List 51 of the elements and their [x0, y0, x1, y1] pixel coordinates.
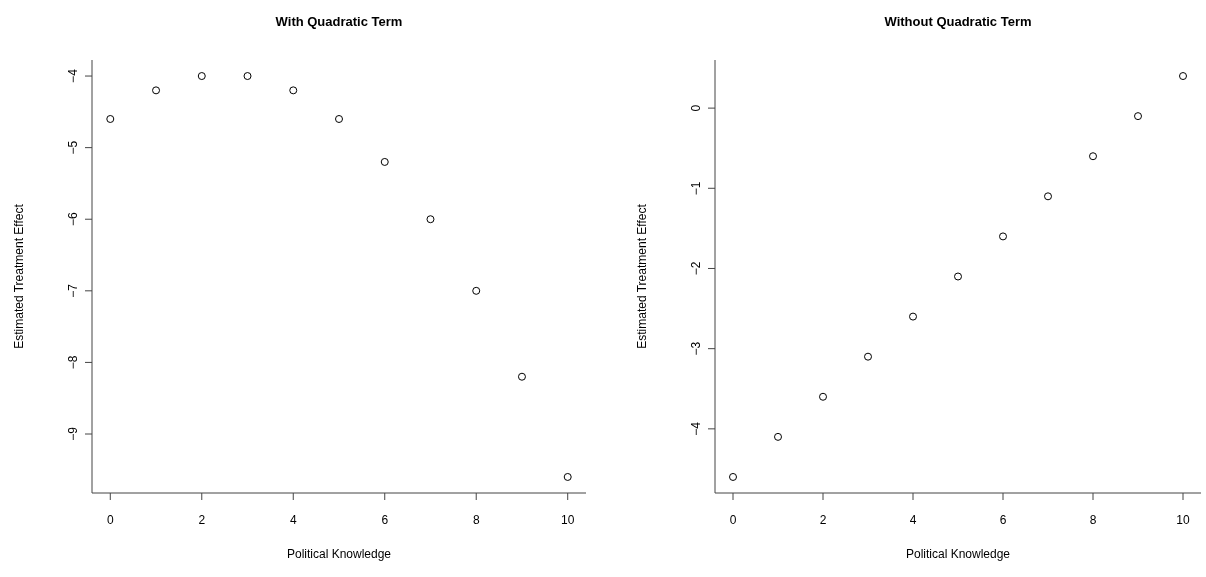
chart-title: Without Quadratic Term — [884, 13, 1032, 29]
point — [1134, 112, 1142, 121]
point — [197, 72, 206, 81]
x-tick-label: 6 — [999, 513, 1007, 528]
point — [774, 432, 782, 441]
chart-title: With Quadratic Term — [275, 13, 403, 29]
x-tick-label: 2 — [819, 513, 827, 528]
point — [729, 472, 737, 481]
point — [909, 312, 917, 321]
point — [864, 352, 872, 361]
x-tick-label: 2 — [198, 513, 206, 528]
point — [1179, 72, 1187, 81]
x-tick-label: 8 — [1089, 513, 1097, 528]
point — [517, 372, 526, 381]
y-tick-label: −1 — [689, 181, 704, 196]
point — [999, 232, 1007, 241]
point — [819, 392, 827, 401]
y-tick-label: −6 — [66, 212, 81, 227]
point — [152, 86, 161, 95]
y-tick-label: −8 — [66, 355, 81, 370]
x-tick-label: 4 — [909, 513, 917, 528]
point — [335, 114, 343, 123]
y-tick-label: −3 — [689, 341, 704, 356]
point — [289, 86, 298, 95]
y-tick-label: −4 — [66, 68, 81, 83]
x-tick-label: 0 — [729, 513, 737, 528]
y-tick-label: −9 — [66, 426, 81, 441]
x-axis-title: Political Knowledge — [905, 547, 1011, 562]
point — [426, 215, 435, 224]
y-axis-title: Estimated Treatment Effect — [635, 203, 650, 349]
point — [563, 472, 572, 481]
point — [1089, 152, 1097, 161]
x-tick-label: 4 — [289, 513, 297, 528]
x-tick-label: 8 — [472, 513, 480, 528]
y-tick-label: −2 — [689, 261, 704, 276]
x-tick-label: 0 — [106, 513, 114, 528]
x-tick-label: 10 — [561, 513, 575, 528]
x-tick-label: 6 — [381, 513, 389, 528]
point — [243, 72, 252, 81]
x-tick-label: 10 — [1176, 513, 1190, 528]
point — [380, 157, 389, 166]
point — [106, 114, 115, 123]
point — [1044, 192, 1052, 201]
y-tick-label: −4 — [689, 421, 704, 436]
y-tick-label: −5 — [66, 140, 81, 155]
point — [472, 286, 481, 295]
point — [954, 272, 962, 281]
y-tick-label: −7 — [66, 283, 81, 298]
x-axis-title: Political Knowledge — [286, 547, 392, 562]
y-axis-title: Estimated Treatment Effect — [12, 203, 27, 349]
y-tick-label: 0 — [689, 104, 704, 112]
